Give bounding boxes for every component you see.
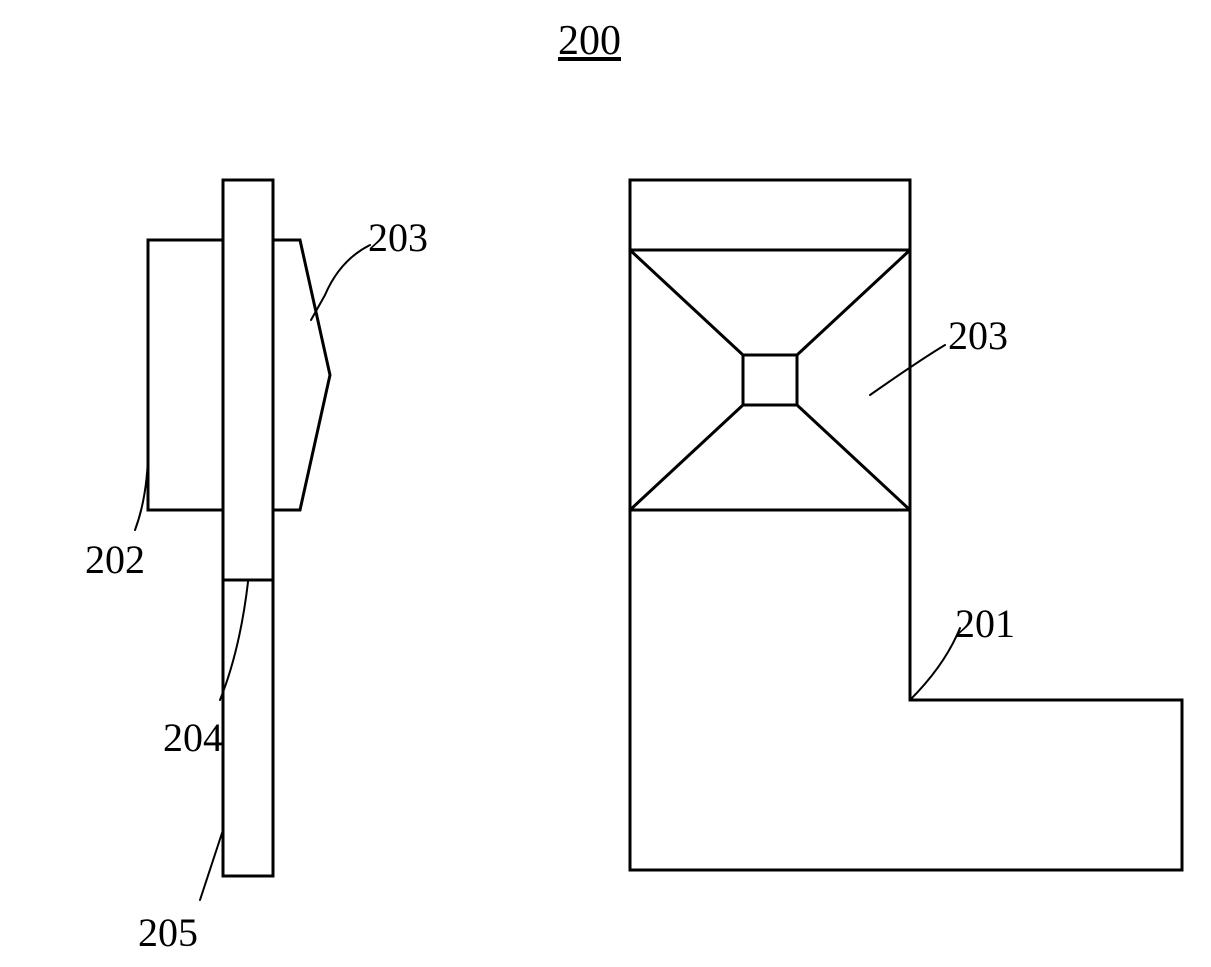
left-lower-column-205 [223, 580, 273, 876]
horn-edge-tr [797, 250, 910, 355]
right-L-bracket-201 [630, 180, 1182, 870]
callout-203-left [311, 245, 370, 320]
label-203-left: 203 [368, 218, 428, 258]
left-front-horn-203 [273, 240, 330, 510]
figure-title: 200 [558, 20, 621, 62]
callout-205 [200, 830, 223, 900]
label-201: 201 [955, 604, 1015, 644]
horn-edge-bl [630, 405, 743, 510]
horn-edge-tl [630, 250, 743, 355]
callout-202 [135, 430, 148, 530]
label-204: 204 [163, 718, 223, 758]
label-203-right: 203 [948, 316, 1008, 356]
label-202: 202 [85, 540, 145, 580]
right-horn-inner [743, 355, 797, 405]
label-205: 205 [138, 913, 198, 953]
diagram-stage: 200 203 202 204 205 203 201 [0, 0, 1211, 967]
left-upper-column-204 [223, 180, 273, 580]
diagram-svg [0, 0, 1211, 967]
horn-edge-br [797, 405, 910, 510]
callout-201 [910, 628, 960, 700]
callout-203-right [870, 345, 945, 395]
left-back-block-202 [148, 240, 223, 510]
